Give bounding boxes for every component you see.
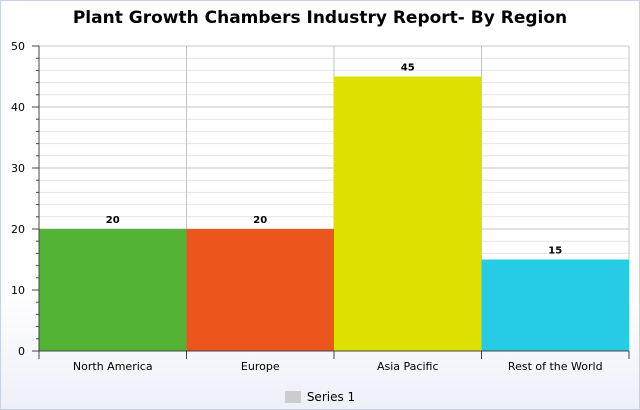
chart-plot-area: 20 20 45 15 0 10 20 30 40 50 North America Europe As… — [11, 40, 630, 373]
bar — [39, 229, 187, 351]
y-tick-label: 20 — [11, 223, 25, 236]
data-label: 45 — [401, 63, 415, 74]
x-tick-label: Europe — [241, 360, 280, 373]
x-tick-label: Asia Pacific — [377, 360, 439, 373]
data-label: 20 — [106, 215, 120, 226]
bar — [186, 229, 334, 351]
legend-swatch — [284, 391, 301, 403]
x-tick-label: Rest of the World — [508, 360, 603, 373]
chart-title: Plant Growth Chambers Industry Report- B… — [72, 8, 568, 28]
y-tick-label: 10 — [11, 284, 25, 297]
data-label: 20 — [253, 215, 267, 226]
y-tick-label: 40 — [11, 101, 25, 114]
data-label: 15 — [548, 246, 562, 257]
bar — [334, 76, 482, 351]
chart-legend: Series 1 — [0, 390, 640, 404]
y-tick-label: 30 — [11, 162, 25, 175]
bar — [481, 259, 629, 351]
y-tick-label: 50 — [11, 40, 25, 53]
y-tick-label: 0 — [18, 345, 25, 358]
legend-label: Series 1 — [306, 390, 356, 404]
x-tick-label: North America — [73, 360, 153, 373]
